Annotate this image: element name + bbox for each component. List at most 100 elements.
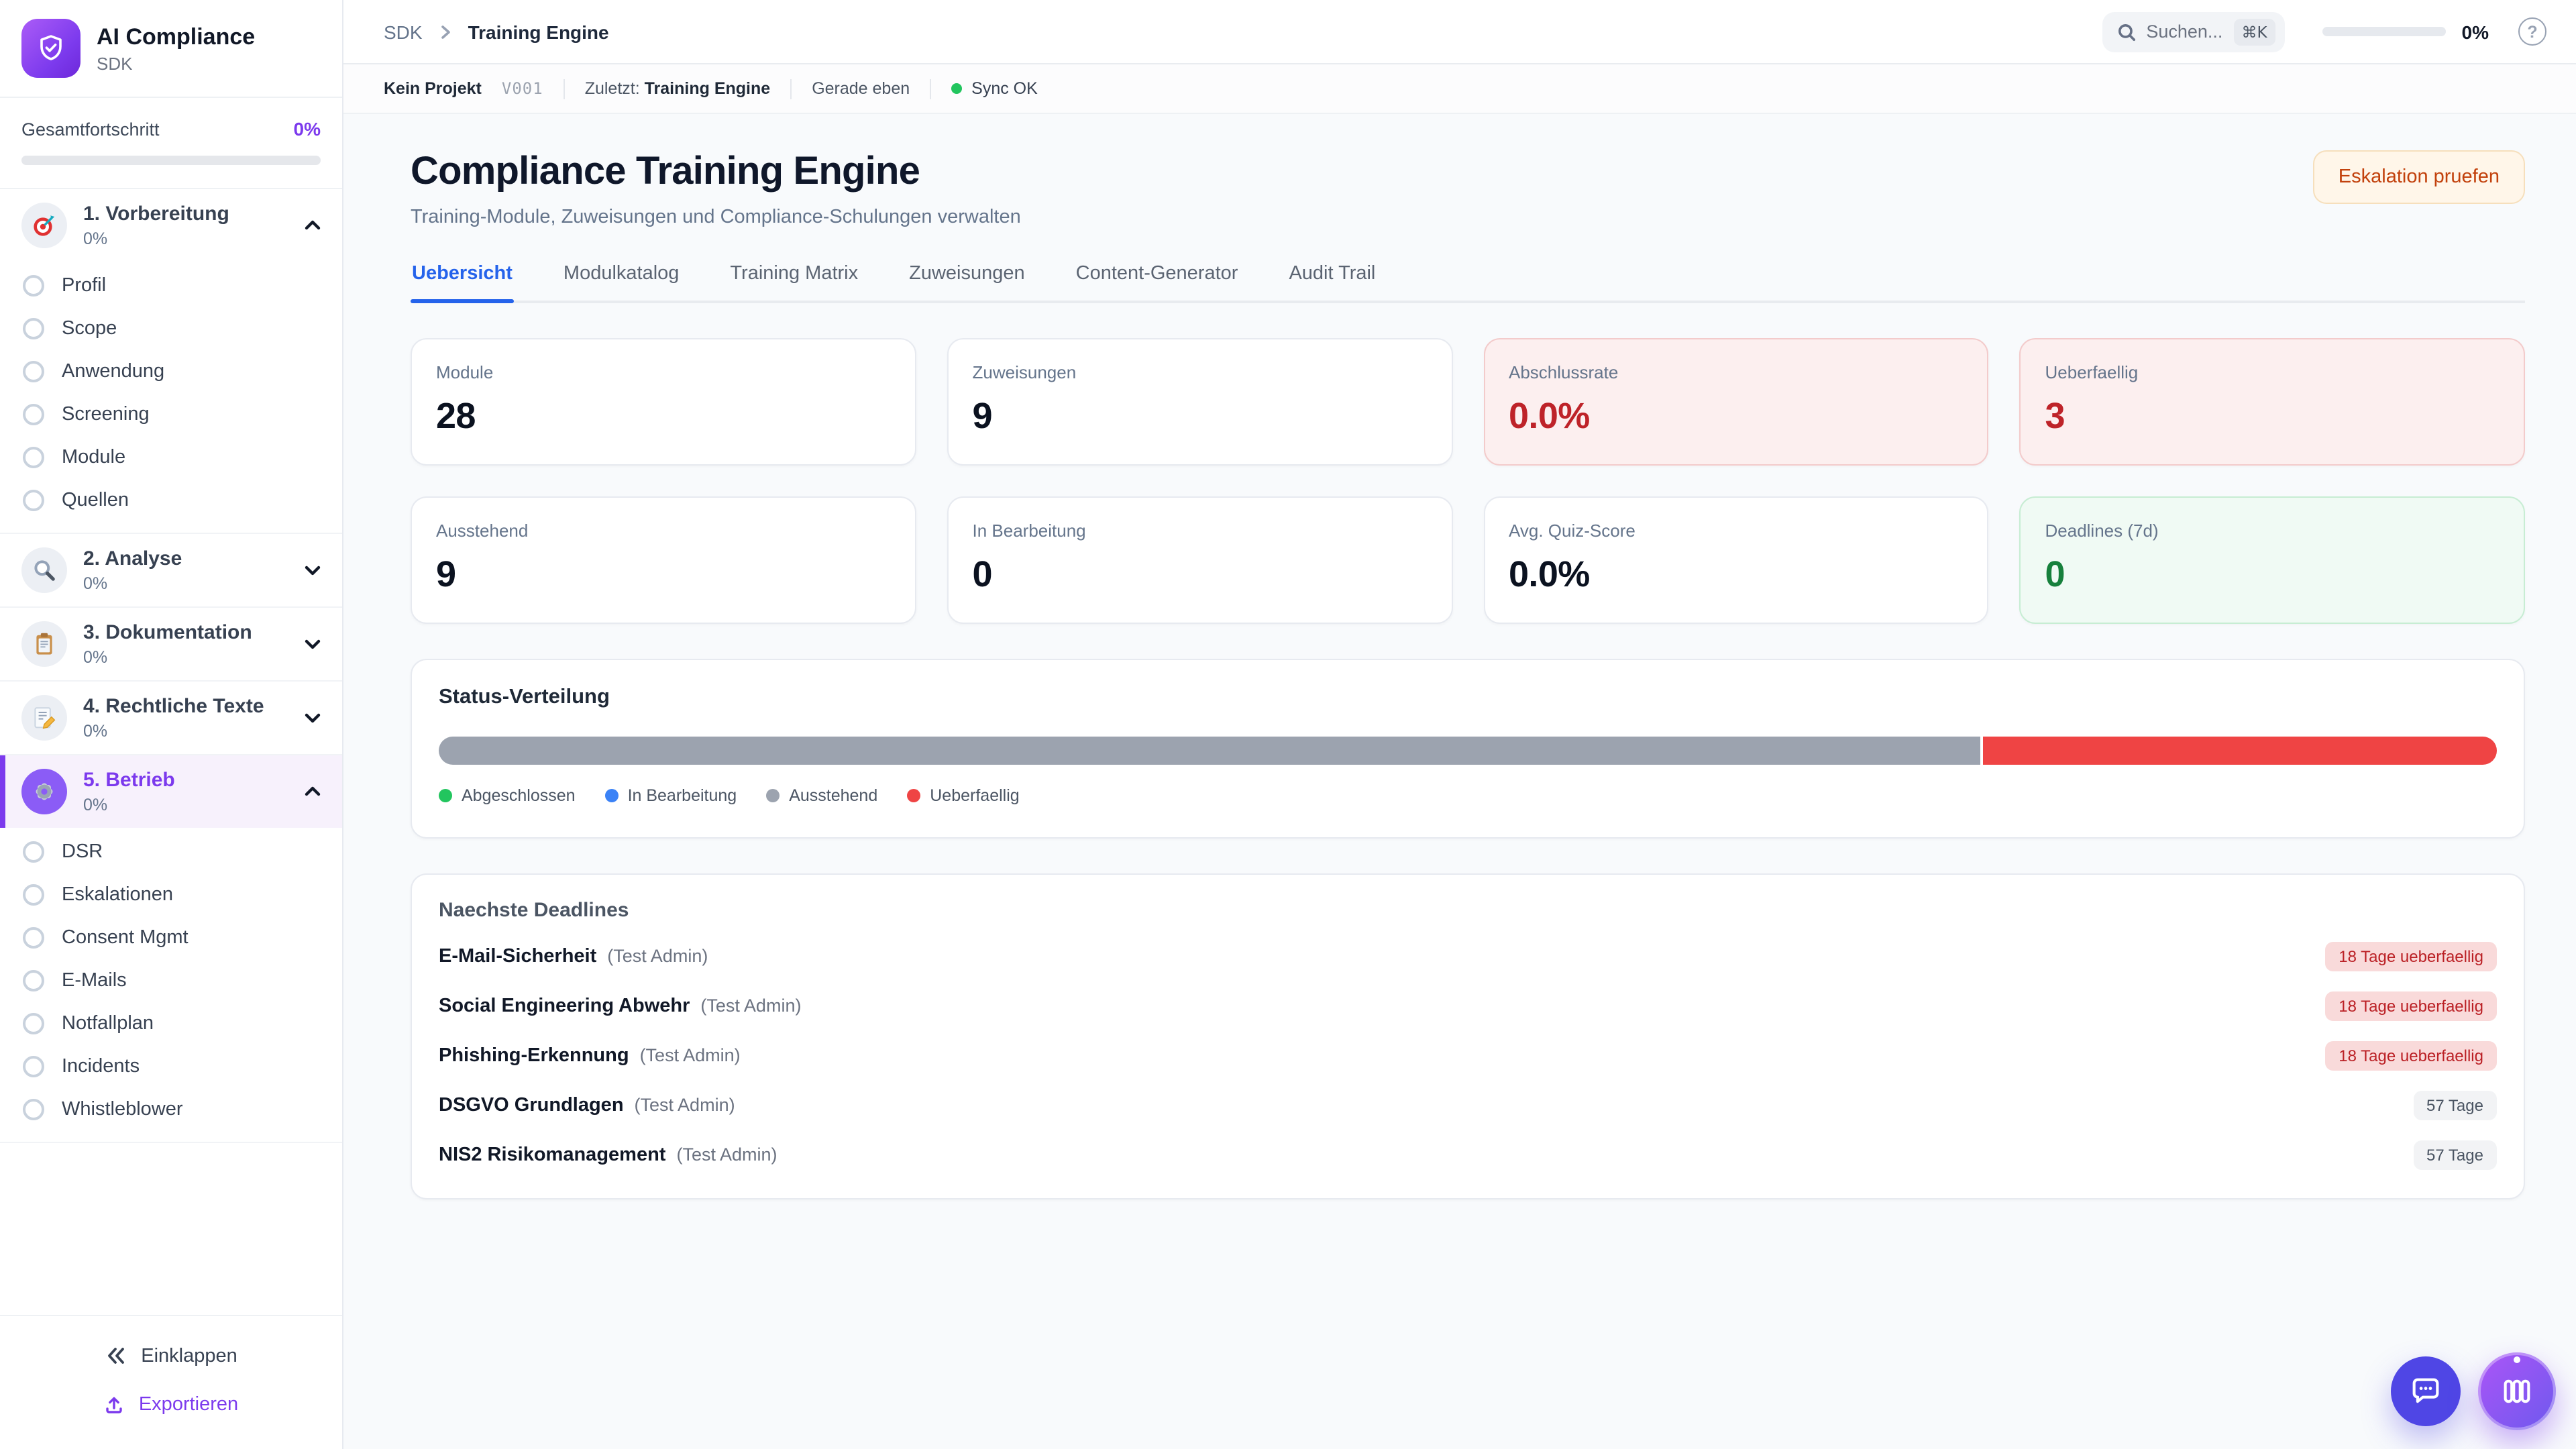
empty-status-circle-icon (23, 275, 44, 297)
empty-status-circle-icon (23, 970, 44, 991)
legend-dot-icon (439, 789, 452, 802)
sidebar-item-profil[interactable]: Profil (0, 264, 342, 307)
stat-card-ueberfaellig: Ueberfaellig 3 (2019, 338, 2525, 466)
tab-uebersicht[interactable]: Uebersicht (411, 263, 514, 303)
tab-modulkatalog[interactable]: Modulkatalog (562, 263, 681, 301)
deadline-assignee: (Test Admin) (639, 1045, 741, 1065)
sidebar-subitems: Profil Scope Anwendung Screening Module Quell… (0, 262, 342, 533)
stats-grid: Module 28 Zuweisungen 9 Abschlussrate 0.0% Ueb… (411, 338, 2525, 624)
deadline-module: DSGVO Grundlagen (439, 1095, 624, 1116)
collapse-sidebar-button[interactable]: Einklappen (0, 1332, 342, 1379)
upload-icon (104, 1394, 125, 1415)
sidebar-item-label: Anwendung (62, 361, 165, 382)
chat-button[interactable] (2391, 1356, 2461, 1426)
stat-card-zuweisungen: Zuweisungen 9 (947, 338, 1452, 466)
main-area: SDK Training Engine Suchen... ⌘K 0% ? Ke… (343, 0, 2576, 1449)
breadcrumb-root[interactable]: SDK (384, 21, 423, 42)
gear-icon (21, 769, 67, 814)
panels-button[interactable] (2478, 1352, 2556, 1430)
help-icon[interactable]: ? (2518, 17, 2546, 46)
sidebar-item-eskalationen[interactable]: Eskalationen (0, 873, 342, 916)
search-icon (2116, 22, 2135, 41)
tab-audit-trail[interactable]: Audit Trail (1287, 263, 1377, 301)
stat-value: 0.0% (1509, 396, 1590, 436)
sidebar-section-5-betrieb[interactable]: 5. Betrieb 0% (0, 755, 342, 828)
legend-label: In Bearbeitung (627, 786, 737, 805)
export-button[interactable]: Exportieren (0, 1382, 342, 1428)
deadline-assignee: (Test Admin) (607, 946, 708, 966)
magnifier-icon (21, 547, 67, 593)
columns-panel-icon (2500, 1374, 2534, 1409)
legend-dot-icon (604, 789, 619, 802)
chevron-down-icon (302, 707, 323, 729)
sync-label: Sync OK (971, 79, 1038, 98)
legend-ausstehend: Ausstehend (766, 786, 877, 805)
sidebar-item-consent-mgmt[interactable]: Consent Mgmt (0, 916, 342, 959)
stat-value: 0 (2045, 554, 2065, 594)
tab-zuweisungen[interactable]: Zuweisungen (908, 263, 1026, 301)
sidebar-item-label: Notfallplan (62, 1013, 154, 1034)
sidebar-item-incidents[interactable]: Incidents (0, 1045, 342, 1088)
header-progress-value: 0% (2461, 21, 2489, 42)
sidebar-item-label: Consent Mgmt (62, 927, 189, 949)
deadline-row-dsgvo-grundlagen: DSGVO Grundlagen (Test Admin) 57 Tage (439, 1091, 2497, 1120)
sidebar-item-e-mails[interactable]: E-Mails (0, 959, 342, 1002)
empty-status-circle-icon (23, 1099, 44, 1120)
deadline-badge: 18 Tage ueberfaellig (2325, 1041, 2497, 1071)
divider (563, 78, 565, 99)
deadline-module: Social Engineering Abwehr (439, 996, 690, 1017)
target-icon (21, 203, 67, 248)
section-label: 4. Rechtliche Texte (83, 695, 264, 718)
empty-status-circle-icon (23, 1013, 44, 1034)
deadlines-list: E-Mail-Sicherheit (Test Admin) 18 Tage ueb… (439, 942, 2497, 1170)
sidebar-item-notfallplan[interactable]: Notfallplan (0, 1002, 342, 1045)
sidebar-item-label: DSR (62, 841, 103, 863)
stat-value: 9 (436, 554, 456, 594)
sidebar-item-label: Whistleblower (62, 1099, 183, 1120)
sidebar-item-screening[interactable]: Screening (0, 393, 342, 436)
status-bar: Kein Projekt V001 Zuletzt: Training Engi… (343, 64, 2576, 114)
segment-ausstehend (439, 737, 1980, 765)
sync-status: Sync OK (951, 79, 1038, 98)
check-escalation-button[interactable]: Eskalation pruefen (2312, 150, 2525, 204)
sidebar-item-scope[interactable]: Scope (0, 307, 342, 350)
sidebar-header: AI Compliance SDK (0, 0, 342, 97)
stat-label: Avg. Quiz-Score (1509, 521, 1635, 541)
deadline-assignee: (Test Admin) (700, 996, 802, 1016)
sidebar-item-whistleblower[interactable]: Whistleblower (0, 1088, 342, 1131)
header-progress-bar (2322, 27, 2446, 36)
sidebar-item-quellen[interactable]: Quellen (0, 479, 342, 522)
sidebar-item-label: Eskalationen (62, 884, 174, 906)
section-label: 5. Betrieb (83, 769, 175, 792)
sidebar-item-anwendung[interactable]: Anwendung (0, 350, 342, 393)
memo-pencil-icon (21, 695, 67, 741)
empty-status-circle-icon (23, 404, 44, 425)
sidebar-section-3-dokumentation[interactable]: 3. Dokumentation 0% (0, 608, 342, 680)
export-label: Exportieren (138, 1394, 239, 1415)
sidebar-section-2-analyse[interactable]: 2. Analyse 0% (0, 534, 342, 606)
section-percent: 0% (83, 648, 108, 667)
empty-status-circle-icon (23, 927, 44, 949)
stat-label: Zuweisungen (972, 362, 1077, 382)
page-subtitle: Training-Module, Zuweisungen und Complia… (411, 207, 1021, 228)
search-placeholder: Suchen... (2146, 21, 2223, 42)
stat-label: Module (436, 362, 494, 382)
stat-value: 3 (2045, 396, 2065, 436)
search-input[interactable]: Suchen... ⌘K (2102, 11, 2285, 52)
stat-card-abschlussrate: Abschlussrate 0.0% (1483, 338, 1989, 466)
tab-training-matrix[interactable]: Training Matrix (729, 263, 859, 301)
tab-bar: Uebersicht Modulkatalog Training Matrix Zuw… (411, 263, 2525, 303)
sidebar-item-module[interactable]: Module (0, 436, 342, 479)
stat-card-avg-quiz-score: Avg. Quiz-Score 0.0% (1483, 496, 1989, 624)
legend-label: Ueberfaellig (930, 786, 1020, 805)
deadline-badge: 57 Tage (2413, 1140, 2497, 1170)
status-distribution-bar (439, 737, 2497, 765)
sidebar-item-label: Scope (62, 318, 117, 339)
sidebar-section-4-rechtliche-texte[interactable]: 4. Rechtliche Texte 0% (0, 682, 342, 754)
section-percent: 0% (83, 574, 108, 593)
legend-dot-icon (766, 789, 780, 802)
sidebar-item-dsr[interactable]: DSR (0, 830, 342, 873)
stat-card-ausstehend: Ausstehend 9 (411, 496, 916, 624)
tab-content-generator[interactable]: Content-Generator (1075, 263, 1240, 301)
sidebar-section-1-vorbereitung[interactable]: 1. Vorbereitung 0% (0, 189, 342, 262)
